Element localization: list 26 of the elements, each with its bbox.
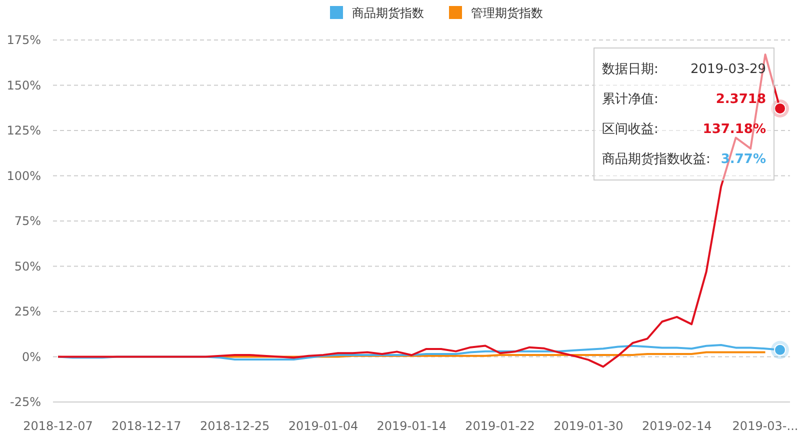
x-tick-label: 2018-12-25 [200,419,270,433]
x-tick-label: 2019-01-04 [288,419,358,433]
y-tick-label: -25% [10,395,41,409]
y-tick-label: 25% [14,304,41,318]
y-tick-label: 50% [14,259,41,274]
annotation: 区间收益: [602,122,658,137]
x-tick-label: 2019-01-14 [376,419,447,433]
annotation: 商品期货指数收益: [602,152,710,167]
y-tick-label: 75% [14,214,41,228]
legend-label: 商品期货指数 [352,6,424,20]
x-tick-label: 2019-01-30 [554,419,624,433]
y-tick-label: 175% [6,33,41,47]
annotation: 137.18% [702,122,766,137]
annotation: 2.3718 [716,92,766,107]
legend-label: 管理期货指数 [471,6,543,20]
y-tick-label: 0% [22,350,41,364]
x-tick-label: 2018-12-07 [23,419,93,433]
x-tick-label: 2018-12-17 [112,419,182,433]
annotation: 数据日期: [602,62,658,77]
x-tick-label: 2019-02-14 [642,419,712,433]
y-tick-label: 100% [6,168,41,183]
x-tick-label: 2019-03-... [732,419,798,433]
y-tick-label: 150% [6,78,41,92]
y-tick-label: 125% [6,124,41,138]
x-tick-label: 2019-01-22 [465,419,535,433]
annotation: 累计净值: [602,92,658,107]
